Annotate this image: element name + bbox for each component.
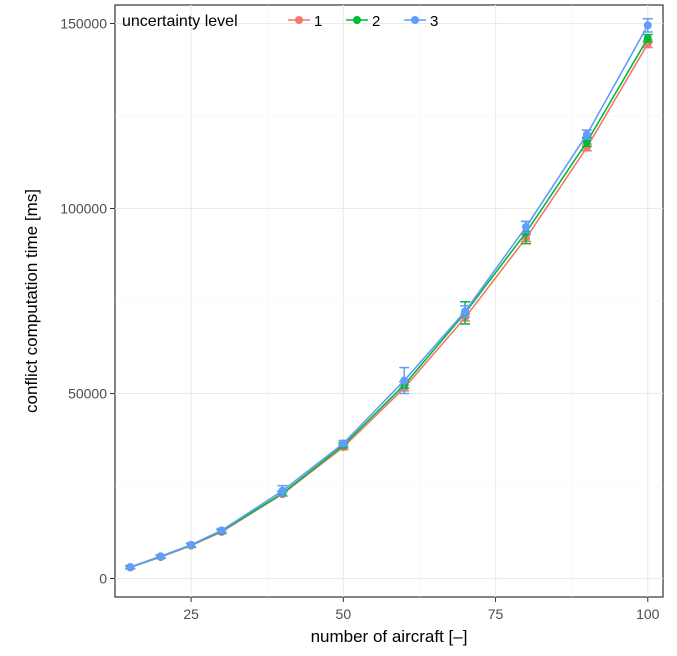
x-tick-label: 75 bbox=[488, 606, 504, 622]
legend-label: 1 bbox=[314, 13, 322, 30]
data-point bbox=[522, 223, 530, 231]
grid-lines bbox=[115, 5, 663, 597]
data-point bbox=[217, 526, 226, 535]
data-point bbox=[187, 540, 196, 549]
legend-label: 3 bbox=[430, 13, 438, 30]
data-point bbox=[643, 21, 652, 30]
x-axis-title: number of aircraft [–] bbox=[311, 627, 468, 646]
y-tick-label: 150000 bbox=[60, 16, 107, 32]
legend: uncertainty level 1 2 3 bbox=[122, 13, 438, 30]
data-point bbox=[156, 552, 165, 561]
series-3 bbox=[125, 17, 653, 572]
axes-layer: 25 50 75 100 0 50000 100000 150000 bbox=[60, 16, 659, 623]
y-tick-label: 100000 bbox=[60, 201, 107, 217]
series-layer bbox=[125, 17, 653, 572]
legend-key-point bbox=[295, 16, 303, 24]
x-tick-label: 25 bbox=[183, 606, 199, 622]
x-tick-label: 100 bbox=[636, 606, 660, 622]
data-point bbox=[582, 137, 591, 146]
data-point bbox=[461, 307, 470, 316]
data-point bbox=[582, 130, 591, 139]
x-tick-label: 50 bbox=[336, 606, 352, 622]
legend-key-point bbox=[411, 16, 419, 24]
data-point bbox=[278, 486, 287, 495]
legend-title: uncertainty level bbox=[122, 13, 238, 30]
y-tick-label: 0 bbox=[99, 571, 107, 587]
data-point bbox=[400, 376, 409, 385]
y-axis-title: conflict computation time [ms] bbox=[22, 189, 41, 413]
data-point bbox=[643, 34, 652, 43]
legend-label: 2 bbox=[372, 13, 380, 30]
data-point bbox=[126, 563, 135, 572]
y-tick-label: 50000 bbox=[68, 386, 107, 402]
data-point bbox=[339, 439, 348, 448]
legend-key-point bbox=[353, 16, 361, 24]
